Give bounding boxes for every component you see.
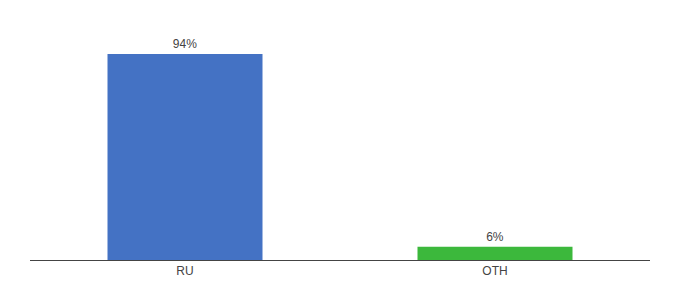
svg-text:OTH: OTH xyxy=(482,264,507,278)
svg-text:RU: RU xyxy=(176,264,193,278)
svg-text:94%: 94% xyxy=(173,37,197,51)
svg-text:6%: 6% xyxy=(486,230,504,244)
